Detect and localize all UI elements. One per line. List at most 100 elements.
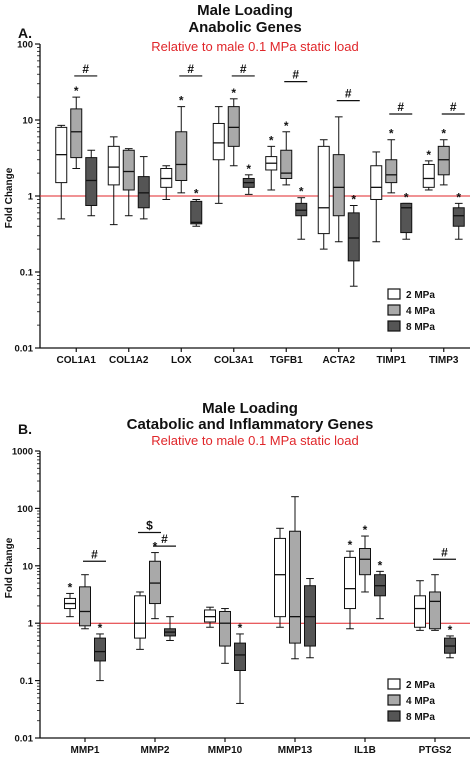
panel-a-bracket-label: # <box>187 62 194 76</box>
significance-star: * <box>426 148 431 162</box>
box-body <box>429 591 441 630</box>
significance-star: * <box>448 623 453 637</box>
panel-a-box-timp1-4-mpa: * <box>385 127 398 194</box>
panel-a-box-timp1-8-mpa: * <box>400 190 413 240</box>
box-body <box>289 530 301 644</box>
panel-b-title-line-2: Catabolic and Inflammatory Genes <box>127 416 374 433</box>
panel-b-bracket-label: $ <box>146 519 153 533</box>
significance-star: * <box>378 558 383 572</box>
panel-b-box-mmp10-4-mpa <box>219 608 231 664</box>
box-body <box>370 165 383 200</box>
box-body <box>452 207 465 227</box>
panel-a-legend-swatch <box>387 320 401 332</box>
panel-b-category-label: IL1B <box>354 745 376 756</box>
panel-a-box-lox-4-mpa: * <box>175 94 188 194</box>
box-body <box>280 149 293 179</box>
box-body <box>274 537 286 618</box>
box-body <box>122 149 135 191</box>
panel-b-box-mmp2-8-mpa <box>164 616 176 641</box>
panel-b-box-il1b-8-mpa: * <box>374 558 386 620</box>
box-body <box>85 157 98 206</box>
panel-a-subtitle: Relative to male 0.1 MPa static load <box>151 39 358 54</box>
panel-a-box-col1a2-8-mpa <box>137 156 150 220</box>
panel-a-category-label: TIMP3 <box>429 355 459 366</box>
box-body <box>107 145 120 186</box>
box-body <box>414 595 426 628</box>
panel-b-box-mmp2-4-mpa: * <box>149 540 161 620</box>
panel-a-category-label: COL1A1 <box>57 355 97 366</box>
panel-b-box-ptgs2-8-mpa: * <box>444 623 456 659</box>
panel-a-box-col1a2-4-mpa <box>122 148 135 217</box>
panel-b-box-il1b-4-mpa: * <box>359 523 371 593</box>
panel-a-box-lox-8-mpa: * <box>190 186 203 227</box>
panel-b-y-tick-label: 1000 <box>12 447 33 458</box>
panel-a-legend-label: 2 MPa <box>406 290 435 301</box>
box-body <box>234 642 246 671</box>
panel-b-box-mmp1-4-mpa <box>79 574 91 630</box>
box-body <box>94 637 106 662</box>
panel-b-title-line-1: Male Loading <box>202 400 298 417</box>
panel-a-legend-swatch <box>387 288 401 300</box>
significance-star: * <box>246 162 251 176</box>
significance-star: * <box>404 190 409 204</box>
significance-star: * <box>269 133 274 147</box>
panel-b-category-label: PTGS2 <box>419 745 452 756</box>
panel-a-y-tick-label: 10 <box>22 116 33 127</box>
panel-a-box-acta2-2-mpa <box>317 139 330 250</box>
panel-b-box-mmp2-2-mpa <box>134 591 146 650</box>
box-body <box>219 610 231 647</box>
panel-a-box-tgfb1-2-mpa: * <box>265 133 278 191</box>
panel-b-y-tick-label: 0.1 <box>20 676 34 687</box>
box-body <box>344 556 356 610</box>
panel-a-category-label: LOX <box>171 355 192 366</box>
significance-star: * <box>351 192 356 206</box>
panel-a-bracket-label: # <box>82 62 89 76</box>
box-body <box>437 145 450 176</box>
significance-star: * <box>348 538 353 552</box>
panel-b-bracket-label: # <box>441 545 448 559</box>
panel-b-box-mmp13-2-mpa <box>274 527 286 628</box>
panel-a-title-line-2: Anabolic Genes <box>188 19 301 36</box>
panel-b-category-label: MMP1 <box>71 745 100 756</box>
panel-a-bracket-label: # <box>240 62 247 76</box>
panel-a-category-label: COL3A1 <box>214 355 254 366</box>
panel-a-box-timp3-2-mpa: * <box>422 148 435 191</box>
panel-a-box-acta2-8-mpa: * <box>347 192 360 287</box>
panel-a-y-tick-label: 100 <box>17 40 33 51</box>
panel-b-y-tick-label: 0.01 <box>15 734 34 745</box>
box-body <box>332 154 345 217</box>
panel-b-legend-label: 4 MPa <box>406 696 435 707</box>
significance-star: * <box>68 580 73 594</box>
box-body <box>227 106 240 147</box>
box-body <box>385 159 398 184</box>
panel-a-box-col3a1-8-mpa: * <box>242 162 255 195</box>
panel-a-box-col1a1-4-mpa: * <box>70 84 83 170</box>
box-body <box>317 145 330 235</box>
panel-a-legend-label: 4 MPa <box>406 306 435 317</box>
significance-star: * <box>284 119 289 133</box>
box-body <box>304 585 316 647</box>
panel-b-plot: 0.01 0.1 1 10 100 1000 MMP1 * * MMP2 * MMP10 * MMP13 I… <box>12 447 470 756</box>
panel-b-box-ptgs2-4-mpa <box>429 574 441 631</box>
panel-a-legend-swatch <box>387 304 401 316</box>
significance-star: * <box>441 127 446 141</box>
panel-b-subtitle: Relative to male 0.1 MPa static load <box>151 433 358 448</box>
panel-a-bracket-label: # <box>292 68 299 82</box>
box-body <box>134 595 146 639</box>
panel-b-legend-swatch <box>387 694 401 706</box>
panel-a-category-label: TGFB1 <box>270 355 303 366</box>
panel-b-y-tick-label: 1 <box>28 619 34 630</box>
significance-star: * <box>194 186 199 200</box>
panel-b-legend-label: 2 MPa <box>406 680 435 691</box>
box-body <box>190 200 203 225</box>
panel-a-box-timp3-4-mpa: * <box>437 127 450 186</box>
panel-a-box-timp1-2-mpa <box>370 151 383 243</box>
panel-a-legend-label: 8 MPa <box>406 322 435 333</box>
panel-a-box-col3a1-2-mpa <box>212 106 225 204</box>
panel-b-box-mmp10-2-mpa <box>204 606 216 628</box>
panel-a-box-col1a1-2-mpa <box>55 124 68 220</box>
significance-star: * <box>299 185 304 199</box>
panel-a-bracket-label: # <box>397 100 404 114</box>
significance-star: * <box>363 523 368 537</box>
